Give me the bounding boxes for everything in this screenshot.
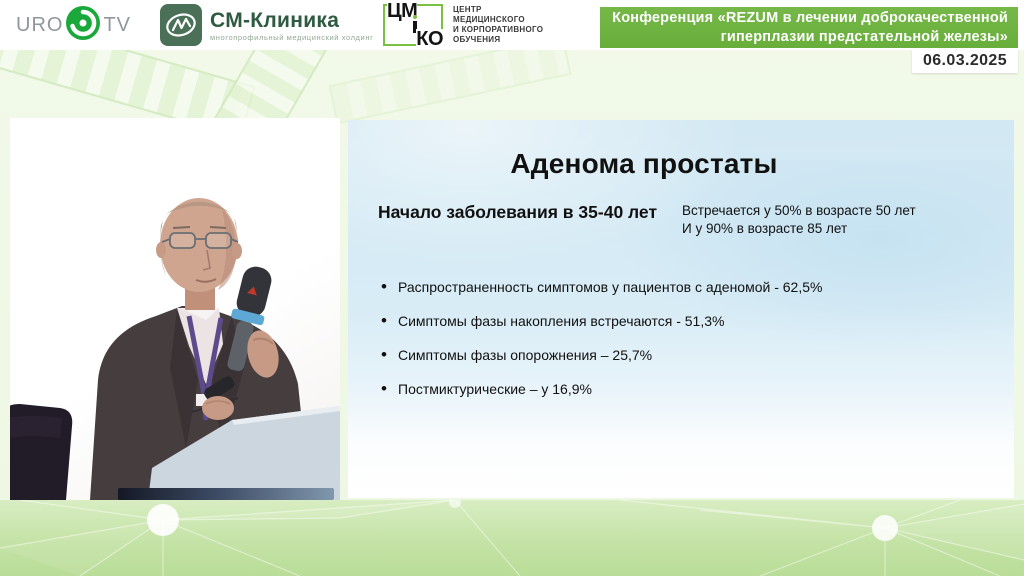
glasses — [161, 232, 239, 249]
slide-side-note-line1: Встречается у 50% в возрасте 50 лет — [682, 203, 916, 218]
speaker-video-panel — [10, 118, 340, 500]
podium — [148, 406, 340, 500]
slide-subtitle: Начало заболевания в 35-40 лет — [378, 202, 658, 222]
conference-banner-line1: Конференция «REZUM в лечении доброкачест… — [612, 10, 1008, 26]
slide-bullet-list: Распространенность симптомов у пациентов… — [378, 277, 984, 399]
slide-bullet: Постмиктурические – у 16,9% — [381, 379, 984, 399]
cmiko-caption: ЦЕНТР МЕДИЦИНСКОГО И КОРПОРАТИВНОГО ОБУЧ… — [453, 5, 543, 45]
table-edge — [118, 488, 334, 500]
microphone — [227, 266, 272, 372]
sm-clinic-tagline: многопрофильный медицинский холдинг — [210, 32, 374, 42]
cmiko-logo-icon: ЦМ КО — [383, 0, 443, 50]
cmiko-caption-line: ОБУЧЕНИЯ — [453, 35, 501, 44]
cmiko-abbr-top: ЦМ — [387, 0, 418, 22]
slide-bullet: Симптомы фазы накопления встречаются - 5… — [381, 311, 984, 331]
cmiko-dot — [413, 15, 417, 19]
footer-pattern — [0, 500, 1024, 576]
cmiko-abbr-bottom: КО — [416, 28, 443, 50]
slide-title: Аденома простаты — [510, 148, 778, 179]
presentation-slide: Аденома простаты Начало заболевания в 35… — [348, 120, 1014, 498]
slide-bullet: Симптомы фазы опорожнения – 25,7% — [381, 345, 984, 365]
cmiko-logo: ЦМ КО ЦЕНТР МЕДИЦИНСКОГО И КОРПОРАТИВНОГ… — [383, 0, 543, 50]
sm-clinic-logo-icon — [160, 4, 202, 46]
urotv-logo-text-right: TV — [103, 13, 132, 36]
sm-clinic-logo: СМ-Клиника многопрофильный медицинский х… — [160, 4, 373, 46]
conference-banner-line2: гиперплазии предстательной железы» — [720, 29, 1008, 45]
speaker-photo — [10, 198, 340, 500]
sm-clinic-name: СМ-Клиника — [210, 8, 340, 32]
cmiko-caption-line: МЕДИЦИНСКОГО — [453, 15, 525, 24]
cmiko-caption-line: ЦЕНТР — [453, 5, 482, 14]
slide-subtitle-row: Начало заболевания в 35-40 лет Встречает… — [378, 202, 984, 238]
slide-side-note: Встречается у 50% в возрасте 50 лет И у … — [682, 202, 916, 238]
speaker-head — [160, 198, 238, 292]
date-badge: 06.03.2025 — [912, 49, 1018, 73]
cmiko-stem — [413, 21, 417, 33]
cmiko-caption-line: И КОРПОРАТИВНОГО — [453, 25, 544, 34]
urotv-logo-text-left: URO — [16, 13, 64, 36]
conference-banner: Конференция «REZUM в лечении доброкачест… — [600, 7, 1018, 48]
mesh-decoration — [0, 500, 1024, 576]
slide-side-note-line2: И у 90% в возрасте 85 лет — [682, 221, 848, 236]
urotv-logo: URO TV — [16, 5, 132, 46]
slide-bullet: Распространенность симптомов у пациентов… — [381, 277, 984, 297]
urotv-swirl-icon — [65, 5, 101, 46]
